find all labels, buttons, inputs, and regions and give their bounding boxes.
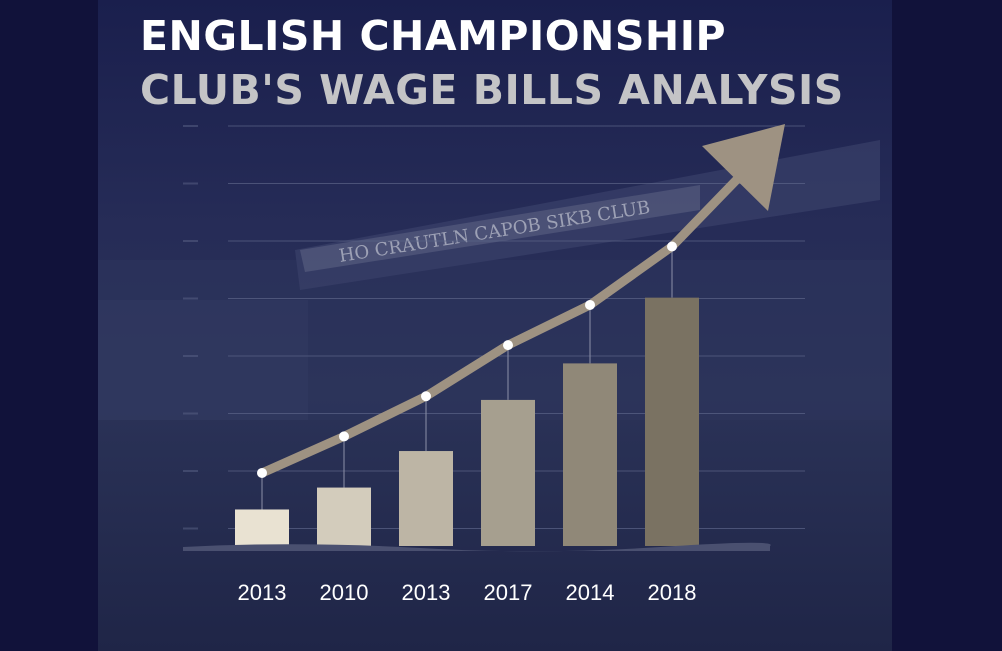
bar <box>563 363 617 546</box>
x-tick-label: 2017 <box>484 580 533 605</box>
bar <box>645 297 699 546</box>
x-tick-label: 2010 <box>320 580 369 605</box>
x-tick-label: 2013 <box>402 580 451 605</box>
trend-point <box>257 467 267 478</box>
trend-point <box>339 431 349 442</box>
x-tick-label: 2014 <box>566 580 615 605</box>
bar <box>317 487 371 546</box>
trend-point <box>585 299 595 310</box>
left-stand <box>98 300 308 420</box>
trend-point <box>421 391 431 402</box>
trend-arrowhead <box>702 124 785 211</box>
x-tick-label: 2013 <box>238 580 287 605</box>
baseline <box>183 542 771 552</box>
bar <box>399 451 453 546</box>
trend-point <box>667 241 677 252</box>
bar <box>481 399 535 546</box>
bar <box>235 509 289 546</box>
trend-point <box>503 340 513 351</box>
chart-subtitle: CLUB'S WAGE BILLS ANALYSIS <box>140 66 844 114</box>
chart-title: ENGLISH CHAMPIONSHIP <box>140 12 727 60</box>
x-tick-label: 2018 <box>648 580 697 605</box>
stadium-sign-board <box>300 185 700 272</box>
